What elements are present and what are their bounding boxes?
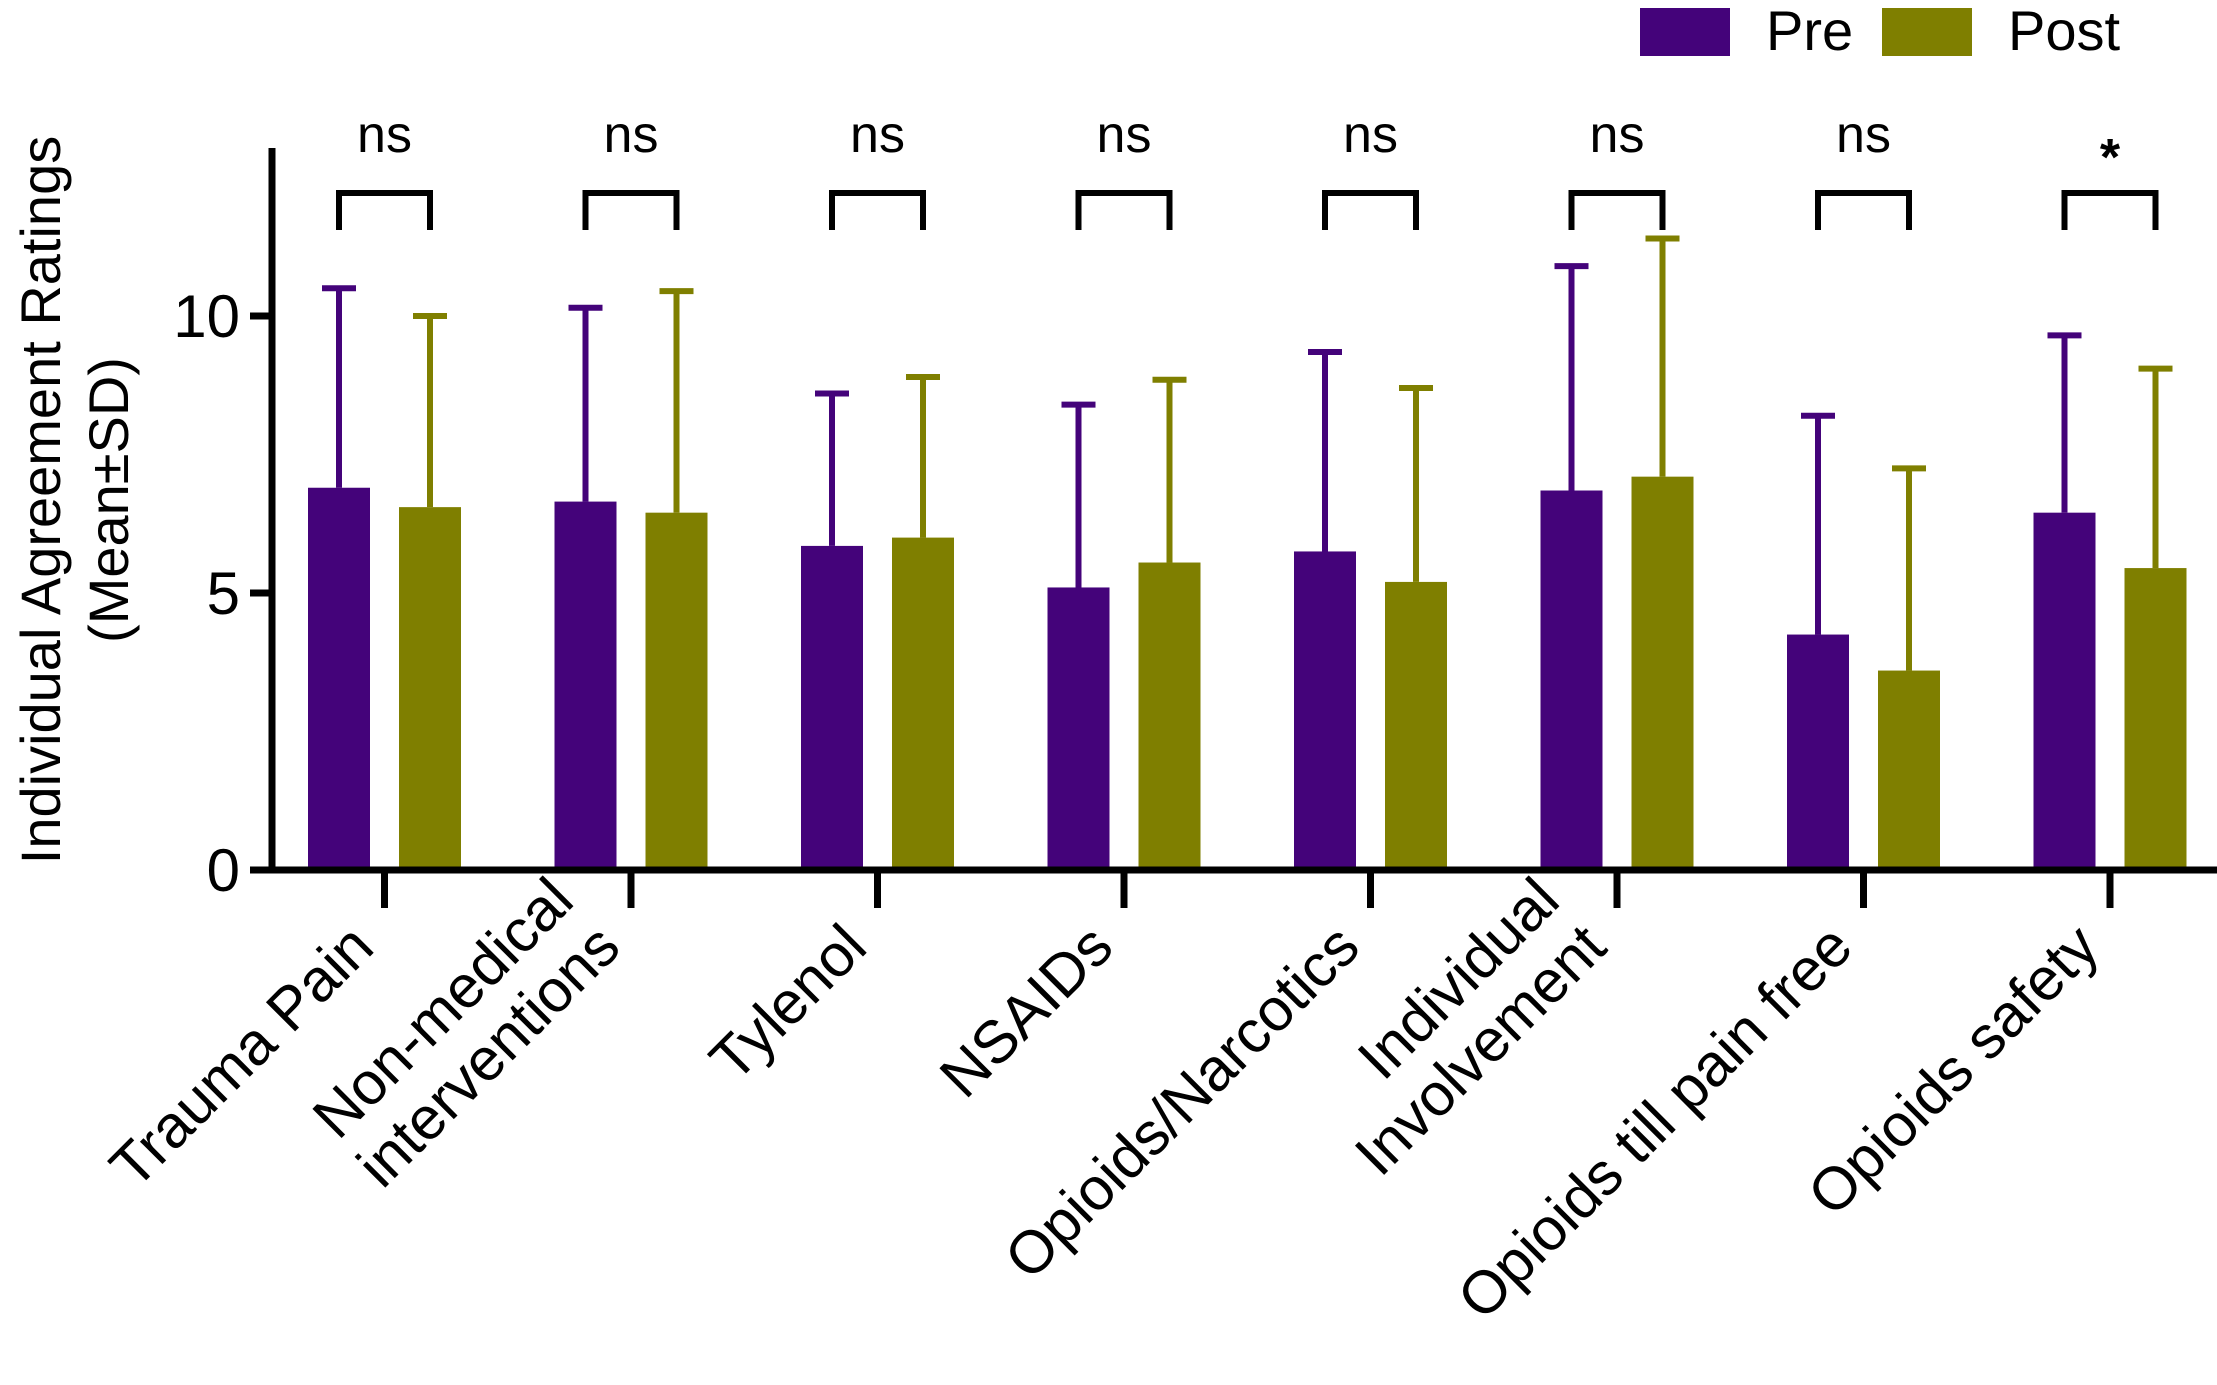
error-bars (322, 235, 2173, 671)
significance-brackets: ns ns ns ns ns ns ns * (336, 106, 2159, 230)
x-category-label-line: Trauma Pain (97, 912, 386, 1201)
significance-bracket-1 (582, 190, 680, 230)
y-axis-title-line: (Mean±SD) (77, 357, 140, 643)
axes (268, 148, 2217, 908)
x-category-label-3: NSAIDs (927, 912, 1125, 1110)
bar-pre-0 (308, 487, 370, 870)
bars (308, 476, 2187, 870)
x-category-label-0: Trauma Pain (97, 912, 386, 1201)
significance-label-2: ns (850, 106, 905, 164)
y-tick-label-0: 0 (207, 837, 240, 904)
bar-post-0 (399, 507, 461, 870)
x-category-label-line: Tylenol (697, 912, 879, 1094)
y-axis-title-line: Individual Agreement Ratings (9, 136, 72, 864)
significance-bracket-5 (1568, 190, 1666, 230)
y-axis-label: Individual Agreement Ratings(Mean±SD) (9, 136, 140, 864)
bar-pre-6 (1787, 634, 1849, 870)
x-category-label-5: IndividualInvolvement (1295, 865, 1618, 1188)
significance-label-6: ns (1836, 106, 1891, 164)
significance-bracket-6 (1815, 190, 1912, 230)
y-tick-label-5: 5 (207, 560, 240, 627)
significance-label-1: ns (604, 106, 659, 164)
bar-pre-7 (2033, 512, 2096, 870)
significance-label-4: ns (1343, 106, 1398, 164)
significance-bracket-0 (336, 190, 433, 230)
bar-post-4 (1385, 581, 1447, 870)
bar-post-3 (1138, 562, 1201, 870)
y-axis-title: Individual Agreement Ratings(Mean±SD) (9, 136, 140, 864)
legend-label-pre: Pre (1766, 0, 1853, 62)
legend-swatch-post (1882, 8, 1972, 56)
legend-swatch-pre (1640, 8, 1730, 56)
bar-pre-5 (1540, 490, 1603, 870)
x-category-label-1: Non-medicalinterventions (298, 865, 633, 1200)
significance-bracket-7 (2061, 190, 2159, 230)
y-ticks: 0 5 10 (173, 283, 272, 904)
bar-post-2 (892, 537, 954, 870)
significance-bracket-4 (1322, 190, 1419, 230)
significance-bracket-3 (1075, 190, 1173, 230)
bar-post-6 (1878, 670, 1940, 870)
y-tick-label-10: 10 (173, 283, 240, 350)
legend: Pre Post (1640, 0, 2120, 62)
significance-label-7: * (2100, 129, 2121, 187)
bar-post-5 (1631, 476, 1694, 870)
bar-pre-3 (1047, 587, 1110, 870)
bar-pre-2 (801, 545, 863, 870)
bar-post-7 (2124, 568, 2187, 870)
significance-label-5: ns (1590, 106, 1645, 164)
bar-pre-4 (1294, 551, 1356, 870)
significance-label-3: ns (1097, 106, 1152, 164)
significance-bracket-2 (829, 190, 926, 230)
significance-label-0: ns (357, 106, 412, 164)
bar-post-1 (645, 512, 708, 870)
x-category-label-2: Tylenol (697, 912, 879, 1094)
bar-pre-1 (554, 501, 617, 870)
legend-label-post: Post (2008, 0, 2120, 62)
x-category-label-line: NSAIDs (927, 912, 1125, 1110)
